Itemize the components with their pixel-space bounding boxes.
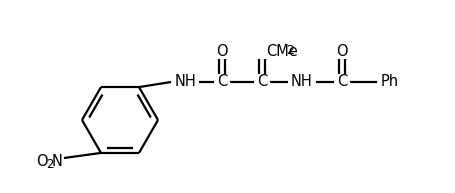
Text: 2: 2 — [286, 43, 294, 57]
Text: C: C — [257, 74, 267, 90]
Text: O: O — [36, 155, 48, 169]
Text: 2: 2 — [46, 158, 54, 172]
Text: CMe: CMe — [266, 43, 298, 58]
Text: Ph: Ph — [381, 74, 399, 90]
Text: O: O — [336, 43, 348, 58]
Text: NH: NH — [291, 74, 313, 90]
Text: O: O — [216, 43, 228, 58]
Text: N: N — [51, 155, 62, 169]
Text: C: C — [337, 74, 347, 90]
Text: C: C — [217, 74, 227, 90]
Text: NH: NH — [174, 74, 196, 90]
